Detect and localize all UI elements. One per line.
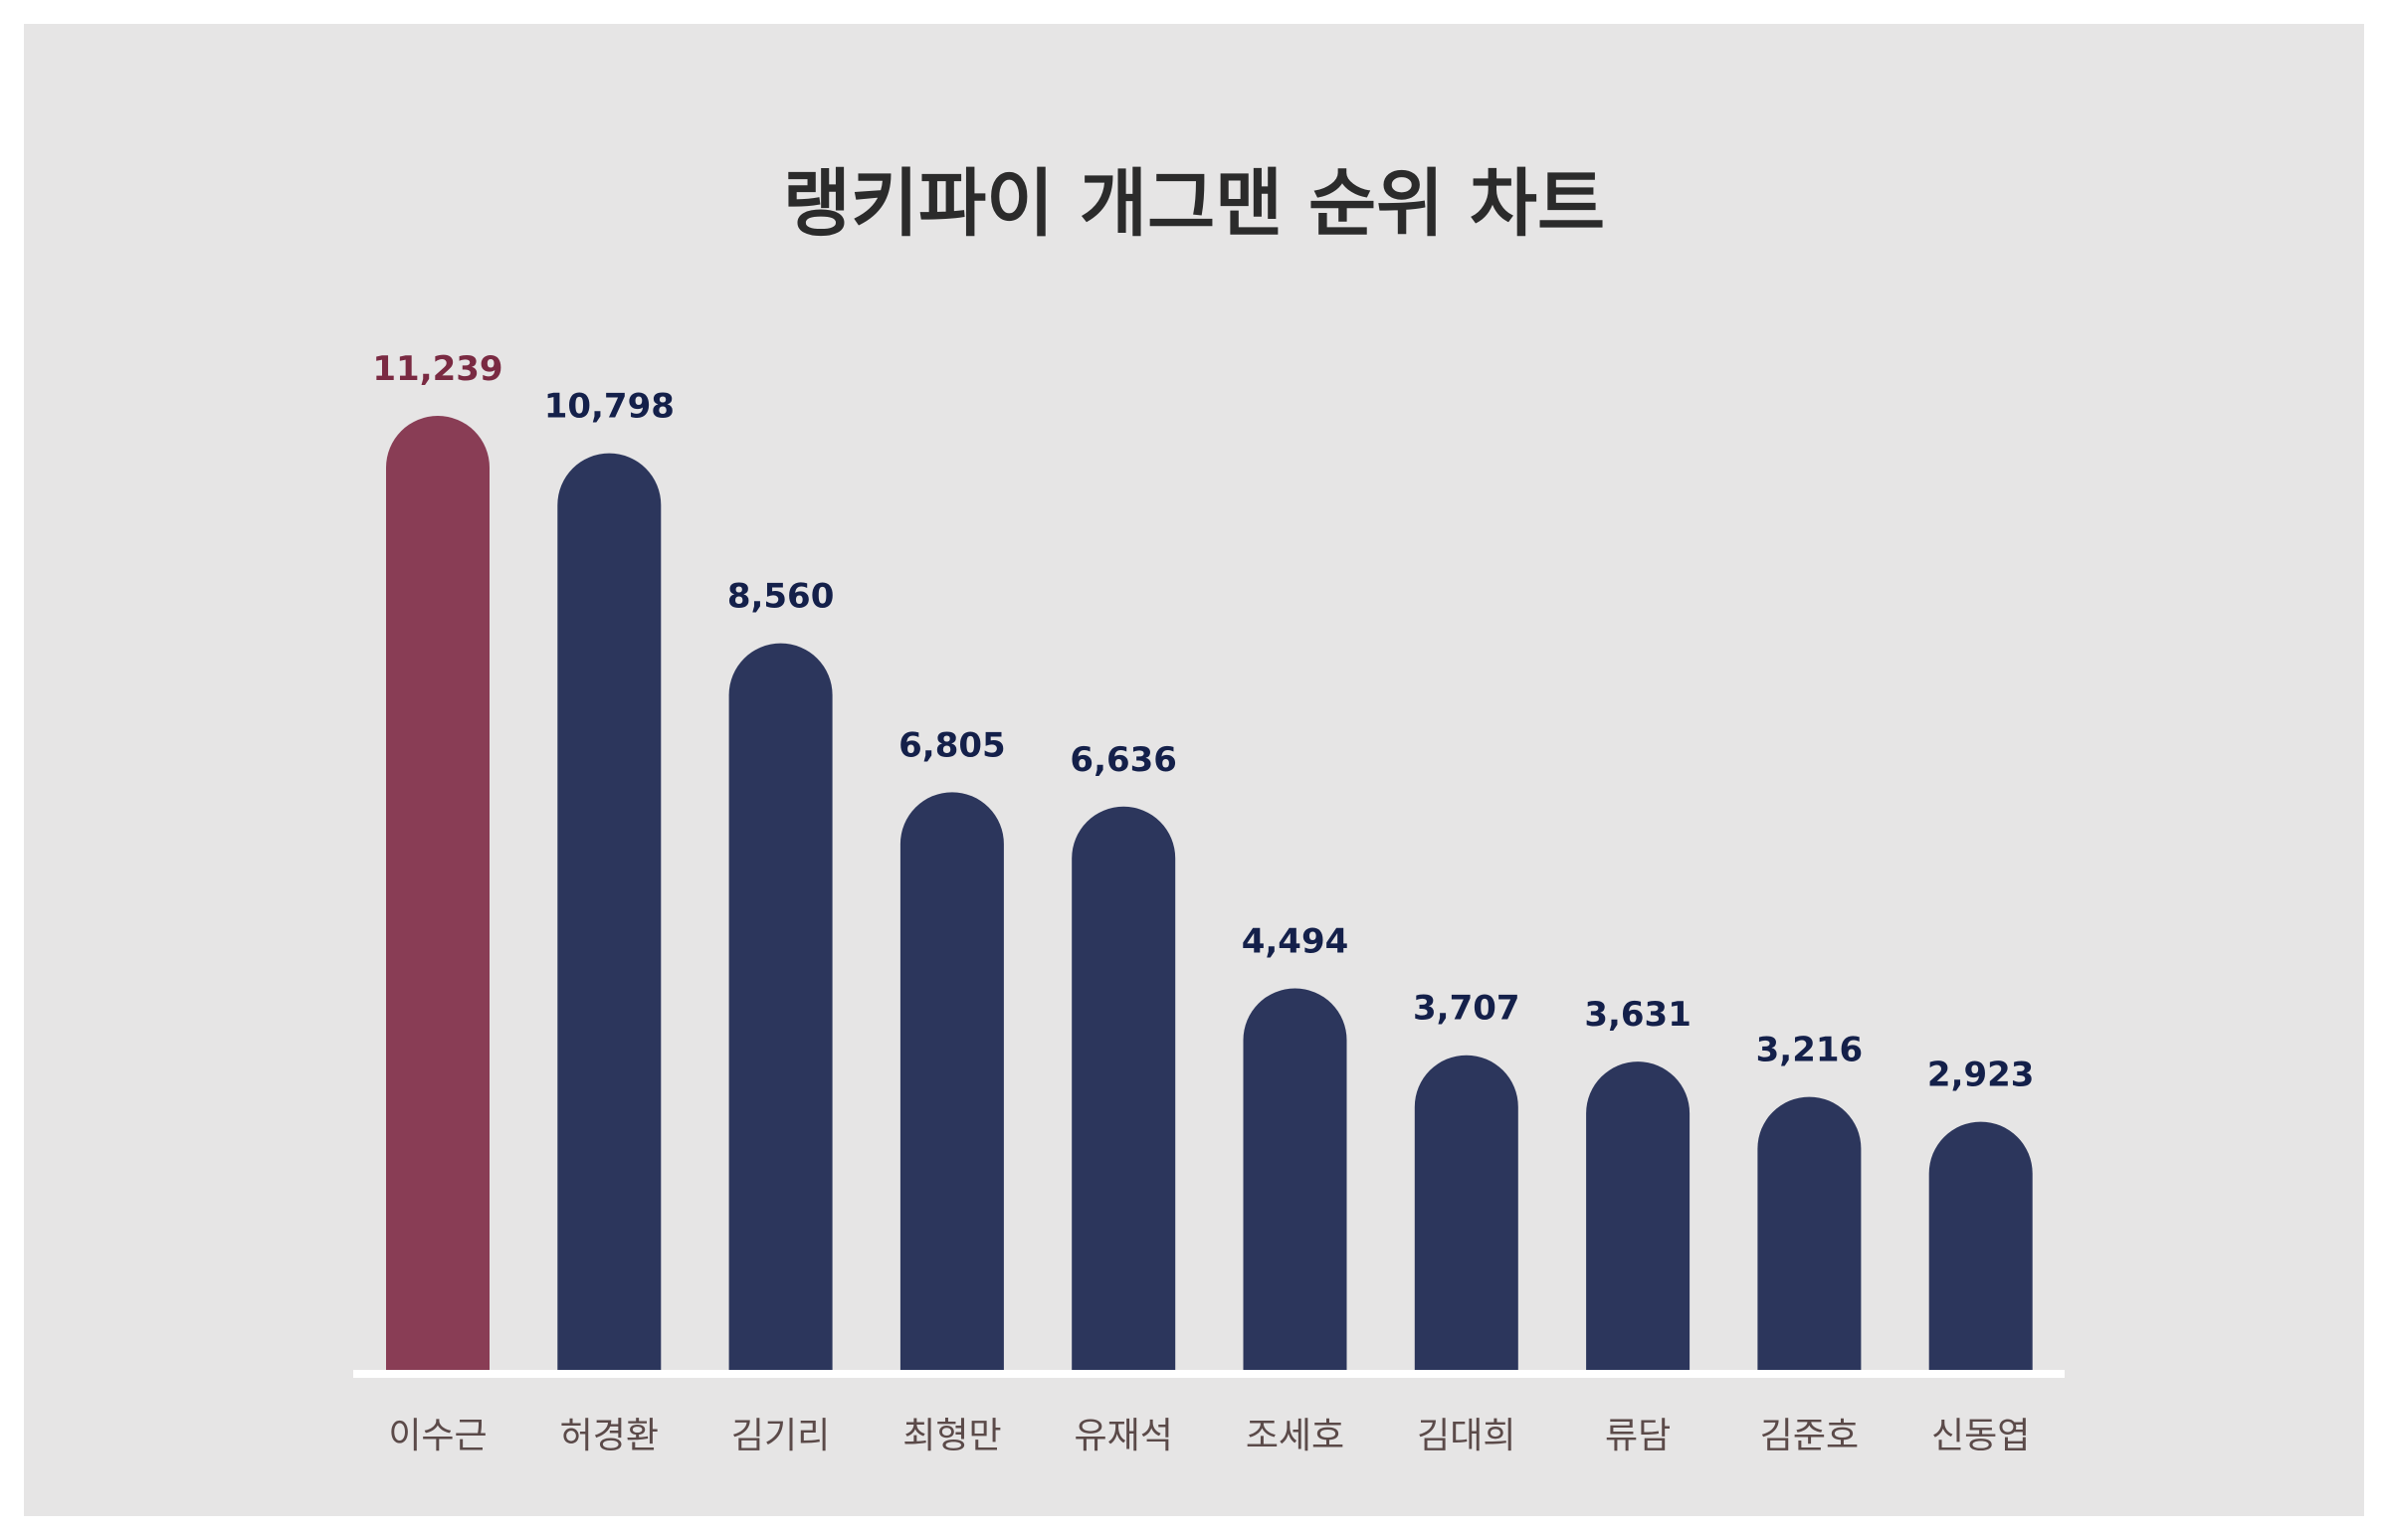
bar-김기리 (728, 643, 833, 1370)
bar-류담 (1586, 1061, 1691, 1370)
value-label: 4,494 (1242, 922, 1349, 962)
value-label: 6,805 (898, 725, 1006, 765)
value-label: 11,239 (372, 349, 502, 389)
bar-최형만 (899, 792, 1004, 1370)
value-label: 3,707 (1413, 989, 1520, 1029)
value-label: 8,560 (727, 577, 835, 617)
category-label: 김기리 (731, 1416, 830, 1456)
category-label: 허경환 (560, 1416, 659, 1456)
category-label: 김대희 (1417, 1416, 1515, 1456)
value-label: 3,216 (1756, 1031, 1864, 1070)
bar-김대희 (1414, 1055, 1518, 1370)
value-label: 3,631 (1584, 995, 1692, 1035)
bar-허경환 (557, 453, 662, 1370)
category-label: 조세호 (1246, 1416, 1344, 1456)
category-label: 신동엽 (1931, 1416, 2030, 1456)
category-label: 김준호 (1760, 1416, 1859, 1456)
category-label: 유재석 (1075, 1416, 1173, 1456)
bar-이수근 (386, 416, 490, 1370)
bar-신동엽 (1928, 1121, 2033, 1370)
value-label: 2,923 (1927, 1056, 2035, 1095)
category-label: 류담 (1605, 1416, 1671, 1456)
category-label: 최형만 (902, 1416, 1001, 1456)
category-label: 이수근 (388, 1416, 487, 1456)
value-label: 6,636 (1070, 740, 1177, 780)
bar-유재석 (1072, 806, 1176, 1370)
chart-title: 랭키파이 개그맨 순위 차트 (782, 161, 1606, 247)
bar-조세호 (1243, 988, 1347, 1370)
x-axis-baseline (353, 1370, 2065, 1378)
value-label: 10,798 (544, 387, 675, 427)
bar-김준호 (1757, 1096, 1862, 1370)
